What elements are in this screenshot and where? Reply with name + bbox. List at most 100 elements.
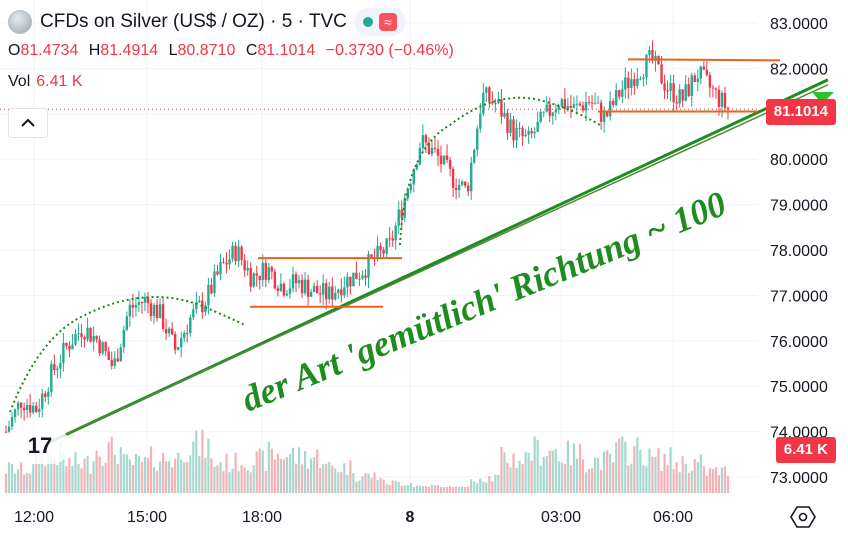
candle-body: [364, 275, 367, 278]
candle-body: [291, 274, 295, 289]
symbol-title[interactable]: CFDs on Silver (US$ / OZ) · 5 · TVC: [40, 11, 347, 32]
volume-bar: [690, 470, 693, 493]
volume-bar: [455, 486, 458, 493]
volume-bar: [476, 483, 479, 493]
volume-bar: [207, 438, 210, 493]
time-tick-label: 8: [406, 509, 415, 526]
volume-bar: [98, 456, 101, 493]
time-tick-label: 15:00: [127, 509, 167, 526]
volume-bar: [95, 450, 98, 493]
candle-body: [648, 49, 651, 55]
last-price-tag: 81.1014: [765, 99, 836, 125]
volume-bar: [503, 452, 506, 493]
volume-bar: [651, 456, 654, 493]
volume-bar: [436, 485, 440, 493]
volume-bar: [482, 481, 485, 493]
candle-body: [158, 304, 162, 319]
candle-body: [306, 279, 310, 297]
volume-bar: [116, 463, 119, 493]
volume-bar: [152, 467, 156, 493]
candle-body: [621, 89, 624, 97]
candle-body: [548, 104, 551, 116]
volume-bar: [376, 479, 379, 493]
volume-bar: [74, 452, 77, 493]
change-value: −0.3730 (−0.46%): [325, 42, 454, 59]
volume-bar: [288, 454, 292, 493]
candle-body: [554, 109, 558, 113]
volume-bar: [279, 458, 283, 493]
volume-bar: [300, 464, 304, 493]
volume-bar: [587, 468, 591, 493]
volume-bar: [711, 469, 714, 493]
candle-body: [672, 83, 675, 103]
volume-bar: [53, 456, 56, 493]
volume-bar: [500, 447, 503, 493]
volume-bar: [539, 465, 542, 493]
volume-bar: [26, 472, 29, 493]
candle-body: [645, 54, 648, 78]
candle-body: [186, 332, 189, 334]
price-tick-label: 76.0000: [770, 334, 828, 351]
candle-body: [38, 408, 41, 412]
volume-bar: [119, 447, 122, 493]
volume-bar: [41, 450, 44, 493]
volume-bar: [92, 461, 95, 493]
open-label: O: [8, 42, 21, 59]
tradingview-logo[interactable]: 17: [10, 428, 70, 464]
volume-bar: [38, 462, 41, 493]
candle-body: [334, 292, 337, 300]
status-pill[interactable]: ≈: [354, 8, 405, 36]
volume-bar: [385, 484, 388, 493]
volume-bar: [240, 465, 243, 493]
collapse-legend-button[interactable]: [8, 108, 48, 138]
volume-bar: [445, 487, 449, 493]
volume-bar: [189, 455, 192, 493]
candle-body: [512, 119, 515, 141]
volume-bar: [708, 468, 711, 493]
candle-body: [198, 300, 201, 303]
volume-bar: [282, 459, 286, 493]
volume-bar: [183, 462, 186, 493]
volume-bar: [319, 468, 322, 493]
volume-bar: [458, 487, 461, 493]
candle-body: [524, 134, 527, 137]
volume-bar: [228, 472, 231, 493]
candle-body: [539, 111, 542, 122]
volume-bar: [83, 458, 86, 493]
settings-hexagon-icon[interactable]: [790, 505, 816, 529]
candle-body: [445, 155, 449, 160]
candle-body: [494, 103, 497, 105]
candle-body: [246, 267, 249, 271]
price-tick-label: 80.0000: [770, 152, 828, 169]
candle-body: [457, 184, 461, 191]
candle-body: [312, 286, 316, 292]
volume-bar: [660, 470, 663, 493]
candle-body: [642, 77, 645, 79]
volume-bar: [165, 461, 168, 493]
volume-bar: [62, 450, 65, 493]
candle-body: [216, 271, 219, 275]
candle-body: [584, 102, 588, 111]
volume-bar: [50, 454, 53, 493]
candle-body: [53, 364, 56, 370]
volume-bar: [448, 486, 452, 493]
candle-body: [74, 333, 77, 345]
volume-bar: [225, 453, 228, 493]
candle-body: [711, 87, 715, 89]
volume-bar: [506, 462, 509, 493]
candle-body: [276, 288, 280, 291]
candlesticks: [4, 40, 730, 434]
volume-bar: [334, 468, 337, 493]
volume-bar: [195, 430, 198, 493]
volume-bar: [146, 458, 150, 493]
candle-body: [506, 112, 509, 134]
candle-body: [415, 164, 419, 170]
candle-body: [500, 99, 503, 117]
candle-body: [388, 238, 391, 240]
volume-bar: [693, 459, 696, 493]
candle-body: [660, 64, 663, 84]
volume-bar: [433, 485, 437, 493]
volume-bar: [696, 461, 699, 493]
volume-bar: [134, 453, 137, 493]
